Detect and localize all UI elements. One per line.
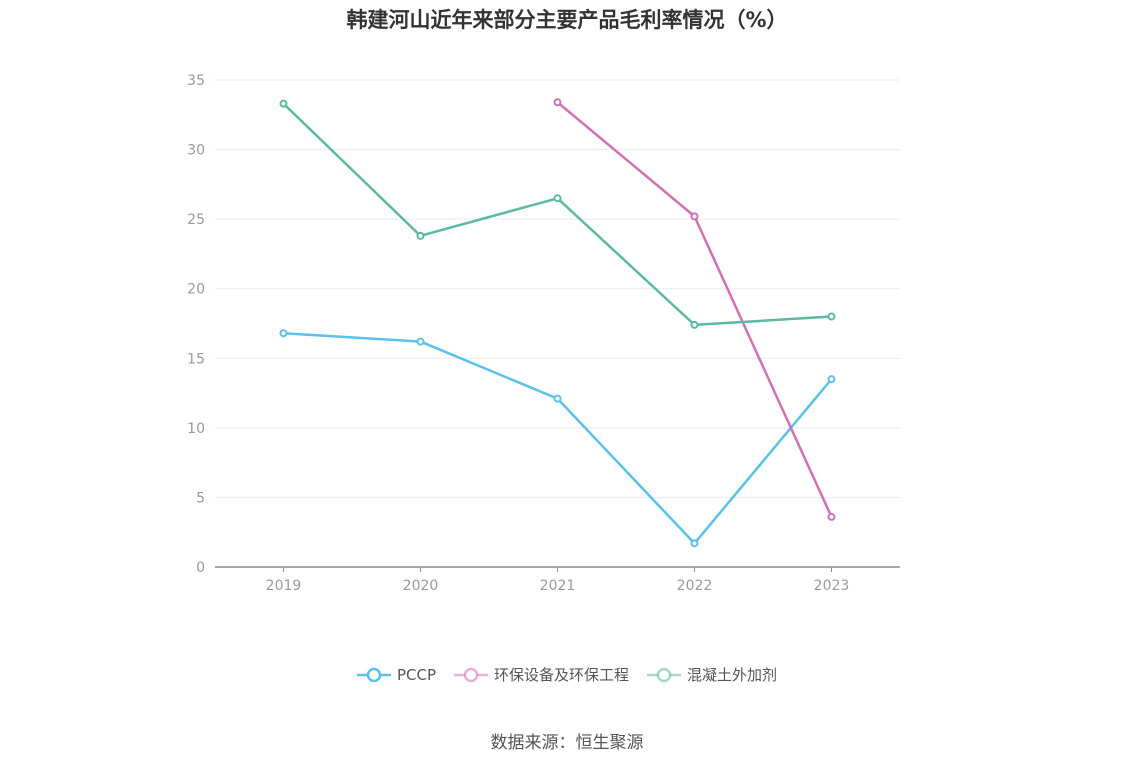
data-point[interactable] [690, 212, 699, 221]
series-line [283, 331, 833, 545]
x-tick-label: 2022 [677, 578, 713, 594]
x-tick-label: 2020 [403, 578, 439, 594]
x-tick-label: 2019 [266, 578, 302, 594]
line-chart: 0 5 10 15 20 25 30 35 2019 2020 2021 2022 2023 [187, 73, 900, 594]
data-point[interactable] [553, 194, 562, 203]
data-point[interactable] [279, 329, 288, 338]
x-axis-ticks: 2019 2020 2021 2022 2023 [266, 567, 850, 594]
y-tick-label: 15 [187, 351, 205, 367]
series-3 [279, 99, 836, 329]
y-tick-label: 25 [187, 212, 205, 228]
series-line [282, 102, 832, 327]
legend-label: 混凝土外加剂 [687, 666, 778, 684]
data-point[interactable] [416, 231, 425, 240]
data-point[interactable] [553, 394, 562, 403]
y-tick-label: 10 [187, 421, 205, 437]
data-point[interactable] [279, 99, 288, 108]
data-point[interactable] [690, 320, 699, 329]
data-point[interactable] [827, 375, 836, 384]
y-tick-label: 0 [196, 560, 205, 576]
legend-item-1[interactable]: PCCP [356, 664, 436, 685]
x-tick-label: 2021 [540, 578, 576, 594]
chart-title: 韩建河山近年来部分主要产品毛利率情况（%） [346, 8, 788, 32]
legend-label: PCCP [396, 665, 436, 684]
data-point[interactable] [690, 539, 699, 548]
y-tick-label: 30 [187, 143, 205, 159]
data-source: 数据来源：恒生聚源 [490, 733, 644, 753]
data-point[interactable] [416, 337, 425, 346]
grid-lines [215, 79, 900, 498]
data-point[interactable] [553, 98, 562, 107]
data-point[interactable] [827, 312, 836, 321]
series-lines [279, 98, 836, 548]
legend-marker-icon [647, 667, 682, 682]
legend-marker-icon [454, 667, 488, 682]
series-line [556, 101, 833, 518]
legend-item-3[interactable]: 混凝土外加剂 [647, 664, 777, 685]
legend-label: 环保设备及环保工程 [494, 666, 630, 684]
y-axis-ticks: 0 5 10 15 20 25 30 35 [187, 73, 205, 576]
y-tick-label: 5 [196, 490, 205, 506]
y-tick-label: 20 [187, 282, 205, 298]
legend: PCCP 环保设备及环保工程 混凝土外加剂 [0, 664, 1134, 685]
legend-marker-icon [356, 667, 391, 682]
data-point[interactable] [827, 512, 836, 521]
series-2 [553, 98, 836, 521]
series-1 [279, 329, 836, 548]
y-tick-label: 35 [187, 73, 205, 89]
x-tick-label: 2023 [814, 578, 850, 594]
legend-item-2[interactable]: 环保设备及环保工程 [454, 664, 629, 685]
